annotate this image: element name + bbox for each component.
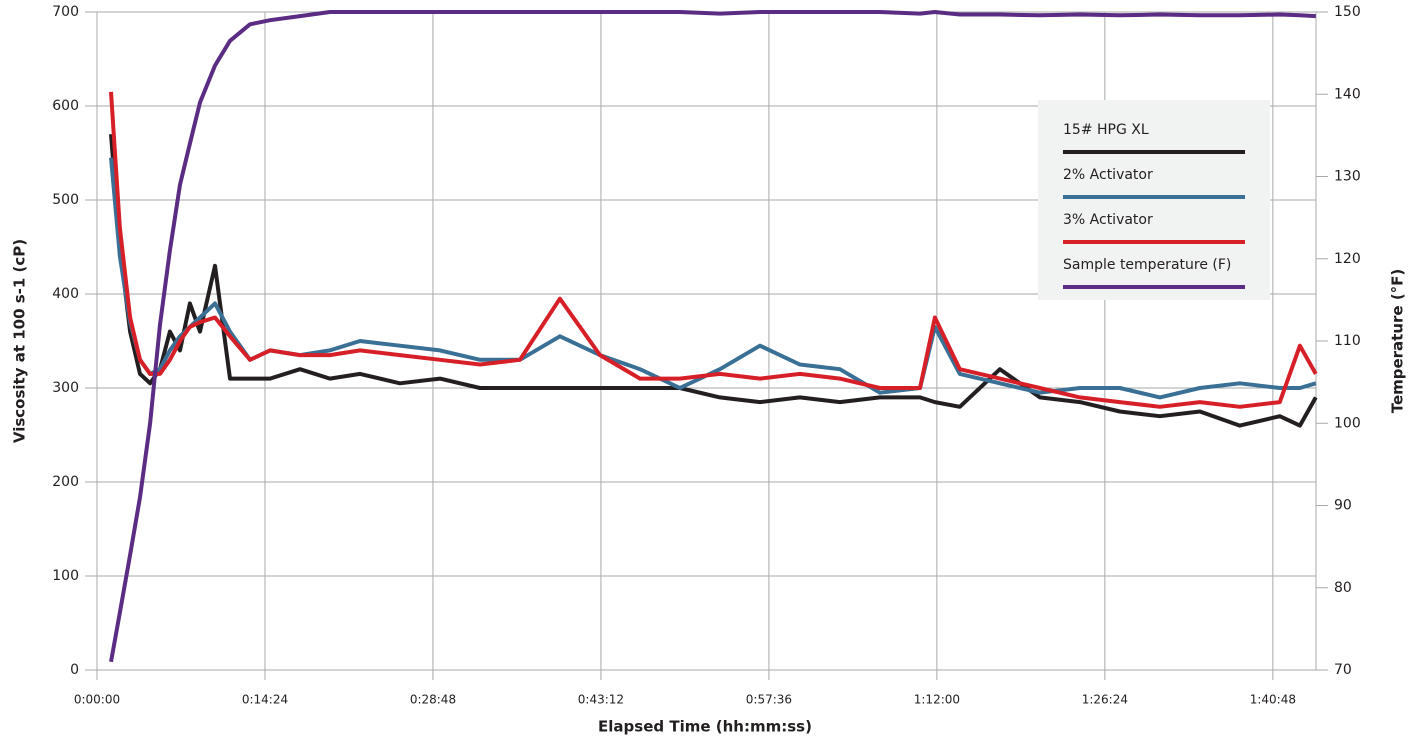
series-line	[109, 134, 1318, 428]
x-tick-label: 1:12:00	[914, 693, 960, 707]
y-tick-label: 400	[52, 286, 79, 302]
legend-label: 15# HPG XL	[1063, 122, 1149, 138]
y2-tick-label: 90	[1334, 498, 1352, 514]
x-tick-label: 0:00:00	[74, 693, 120, 707]
x-tick-label: 0:57:36	[746, 693, 792, 707]
y2-tick-label: 140	[1334, 86, 1361, 102]
y-tick-label: 500	[52, 192, 79, 208]
legend-box	[1038, 100, 1270, 300]
x-axis-title: Elapsed Time (hh:mm:ss)	[598, 718, 812, 736]
y2-tick-label: 110	[1334, 333, 1361, 349]
legend-label: 3% Activator	[1063, 212, 1153, 228]
y2-tick-label: 70	[1334, 662, 1352, 678]
series-line	[109, 10, 1316, 663]
series-line	[109, 91, 1318, 409]
y2-tick-label: 100	[1334, 415, 1361, 431]
legend-label: Sample temperature (F)	[1063, 257, 1231, 273]
x-tick-label: 0:43:12	[578, 693, 624, 707]
y-axis-title: Viscosity at 100 s-1 (cP)	[11, 239, 29, 443]
y-tick-label: 0	[70, 662, 79, 678]
y2-axis-title: Temperature (°F)	[1389, 269, 1407, 414]
x-tick-label: 0:14:24	[242, 693, 288, 707]
x-tick-label: 1:40:48	[1250, 693, 1296, 707]
y2-tick-label: 120	[1334, 251, 1361, 267]
y-tick-label: 100	[52, 568, 79, 584]
legend: 15# HPG XL 2% Activator 3% Activator Sample…	[1038, 100, 1270, 300]
legend-label: 2% Activator	[1063, 167, 1153, 183]
y2-tick-label: 130	[1334, 169, 1361, 185]
y2-tick-label: 80	[1334, 580, 1352, 596]
x-tick-label: 0:28:48	[410, 693, 456, 707]
y-tick-label: 300	[52, 380, 79, 396]
y-tick-label: 700	[52, 4, 79, 20]
x-tick-label: 1:26:24	[1082, 693, 1128, 707]
y2-tick-label: 150	[1334, 4, 1361, 20]
series-line	[109, 157, 1317, 400]
y-tick-label: 200	[52, 474, 79, 490]
y-tick-label: 600	[52, 98, 79, 114]
